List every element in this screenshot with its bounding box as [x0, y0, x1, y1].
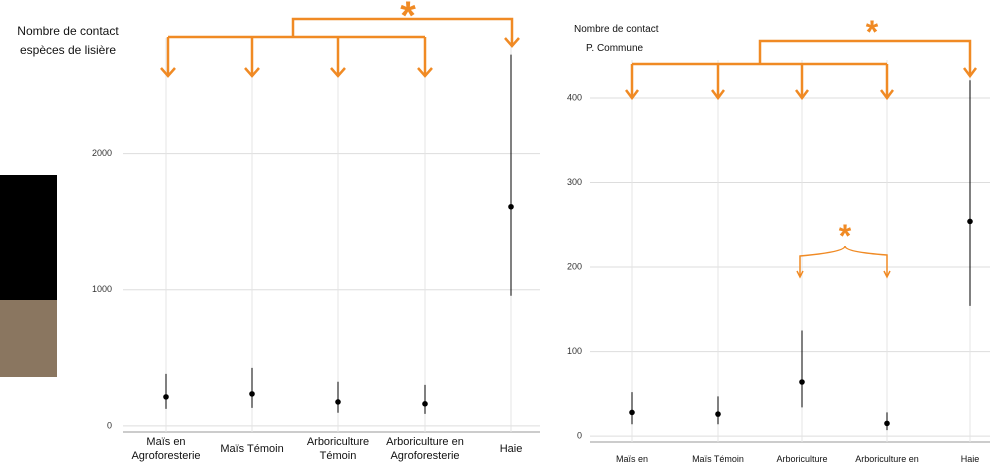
point: [799, 379, 805, 385]
point: [884, 420, 890, 427]
title-line: Nombre de contact: [17, 24, 119, 38]
point: [629, 409, 635, 416]
x-tick-label: Haie: [499, 443, 523, 455]
title-line: Nombre de contact: [574, 24, 659, 35]
x-tick-label: Arboriculture Témoin: [306, 436, 370, 462]
photo-ground: [0, 300, 57, 377]
bracket: [630, 39, 972, 97]
y-tick-label: 400: [567, 92, 582, 102]
x-tick-label: Arboriculture en Agroforesterie: [386, 436, 464, 462]
point: [715, 411, 721, 417]
x-tick-label: Arboriculture: [776, 454, 828, 464]
y-tick-label: 300: [567, 177, 582, 187]
point: [163, 394, 169, 400]
plot-layers: 0 1000 2000 0 100 200 300 400: [92, 38, 990, 443]
point: [422, 401, 428, 407]
title-line: P. Commune: [586, 43, 644, 54]
x-tick-label: Maïs Témoin: [220, 443, 284, 455]
y-tick-label: 200: [567, 261, 582, 271]
photo-dark: [0, 175, 57, 305]
x-tick-label: Maïs en Agroforesterie: [131, 436, 201, 462]
y-tick-label: 100: [567, 346, 582, 356]
point: [967, 218, 973, 225]
x-tick-label: Arboriculture en: [855, 454, 919, 464]
title-line: espèces de lisière: [19, 43, 117, 57]
significance: *: [838, 218, 852, 254]
title: Nombre de contact P. Commune: [574, 20, 674, 58]
arrowheads: [796, 270, 891, 279]
x-tick-label: Maïs Témoin: [692, 454, 744, 464]
significance: *: [400, 0, 416, 38]
y-tick-label: 0: [577, 430, 582, 440]
x-tick-label: Haie: [960, 454, 980, 464]
y-tick-label: 2000: [92, 148, 112, 158]
point: [249, 391, 255, 397]
title: Nombre de contact espèces de lisière: [8, 22, 128, 60]
arrowheads: [625, 67, 977, 101]
point: [335, 399, 341, 405]
x-tick-label: Maïs en: [615, 454, 648, 464]
bracket: [166, 17, 514, 75]
y-tick-label: 0: [107, 420, 112, 430]
bracket: [799, 245, 888, 276]
y-tick-label: 1000: [92, 284, 112, 294]
significance: *: [865, 14, 879, 50]
point: [508, 203, 514, 210]
arrowheads: [160, 37, 520, 78]
